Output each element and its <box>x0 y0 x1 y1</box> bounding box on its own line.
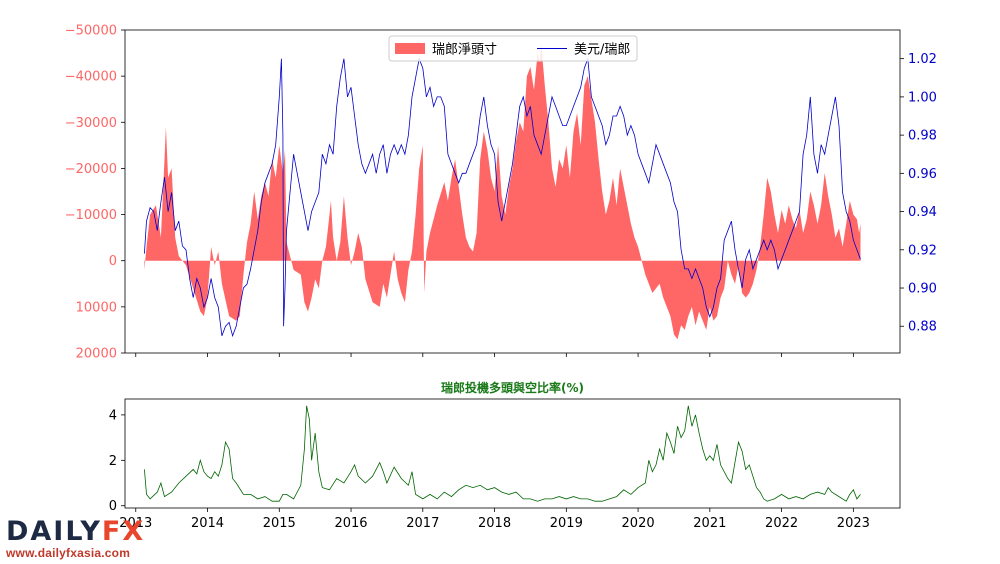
left-y-tick-label: 10000 <box>76 300 117 315</box>
left-y-tick-label: −40000 <box>65 70 117 85</box>
left-y-tick-label: 0 <box>109 254 117 269</box>
x-tick-label: 2015 <box>263 516 296 531</box>
x-tick-label: 2017 <box>406 516 439 531</box>
left-y-tick-label: −30000 <box>65 116 117 131</box>
logo-url: www.dailyfxasia.com <box>6 546 131 560</box>
right-y-tick-label: 0.94 <box>908 205 937 220</box>
legend: 瑞郎淨頭寸 美元/瑞郎 <box>388 35 638 62</box>
x-tick-label: 2018 <box>478 516 511 531</box>
legend-label-usdchf: 美元/瑞郎 <box>574 43 630 58</box>
left-y-tick-label: −50000 <box>65 24 117 39</box>
left-y-tick-label: 20000 <box>76 347 117 362</box>
ratio-chart-axes: 0 2 4 2013 2014 2015 2016 2017 2018 2019 2020 2021 2… <box>109 398 901 531</box>
dailyfx-logo[interactable]: DAILYFX www.dailyfxasia.com <box>6 518 145 561</box>
x-tick-label: 2014 <box>191 516 224 531</box>
logo-wordmark: DAILYFX <box>6 518 145 546</box>
main-plot-frame <box>124 29 901 354</box>
x-tick-label: 2023 <box>837 516 870 531</box>
logo-text-daily: DAILY <box>6 516 102 547</box>
ratio-y-tick-label: 0 <box>109 499 117 514</box>
x-tick-label: 2022 <box>765 516 798 531</box>
main-chart-axes: −50000 −40000 −30000 −20000 −10000 0 10000 2000… <box>65 24 937 362</box>
net-position-area-series <box>144 43 861 340</box>
legend-box <box>388 35 638 62</box>
x-tick-label: 2013 <box>119 516 152 531</box>
right-y-tick-label: 0.96 <box>908 167 937 182</box>
right-y-tick-label: 0.92 <box>908 243 937 258</box>
ratio-y-tick-label: 4 <box>109 408 117 423</box>
ratio-line-series <box>144 405 861 502</box>
x-tick-label: 2016 <box>334 516 367 531</box>
usdchf-line-series <box>144 57 861 338</box>
net-position-area <box>144 43 861 340</box>
logo-text-fx: FX <box>101 516 146 547</box>
ratio-y-tick-label: 2 <box>109 454 117 469</box>
right-y-tick-label: 1.02 <box>908 52 937 67</box>
usdchf-line <box>144 57 861 338</box>
ratio-chart-title: 瑞郎投機多頭與空比率(%) <box>441 380 584 395</box>
legend-swatch-net-position <box>395 43 425 54</box>
right-y-tick-label: 0.90 <box>908 282 937 297</box>
right-y-tick-label: 0.98 <box>908 129 937 144</box>
ratio-line <box>144 405 861 502</box>
x-tick-label: 2021 <box>693 516 726 531</box>
legend-label-net-position: 瑞郎淨頭寸 <box>432 43 497 58</box>
x-tick-label: 2019 <box>550 516 583 531</box>
right-y-tick-label: 0.88 <box>908 320 937 335</box>
left-y-tick-label: −10000 <box>65 208 117 223</box>
left-y-tick-label: −20000 <box>65 162 117 177</box>
right-y-tick-label: 1.00 <box>908 90 937 105</box>
x-tick-label: 2020 <box>622 516 655 531</box>
ratio-plot-frame <box>124 398 901 509</box>
